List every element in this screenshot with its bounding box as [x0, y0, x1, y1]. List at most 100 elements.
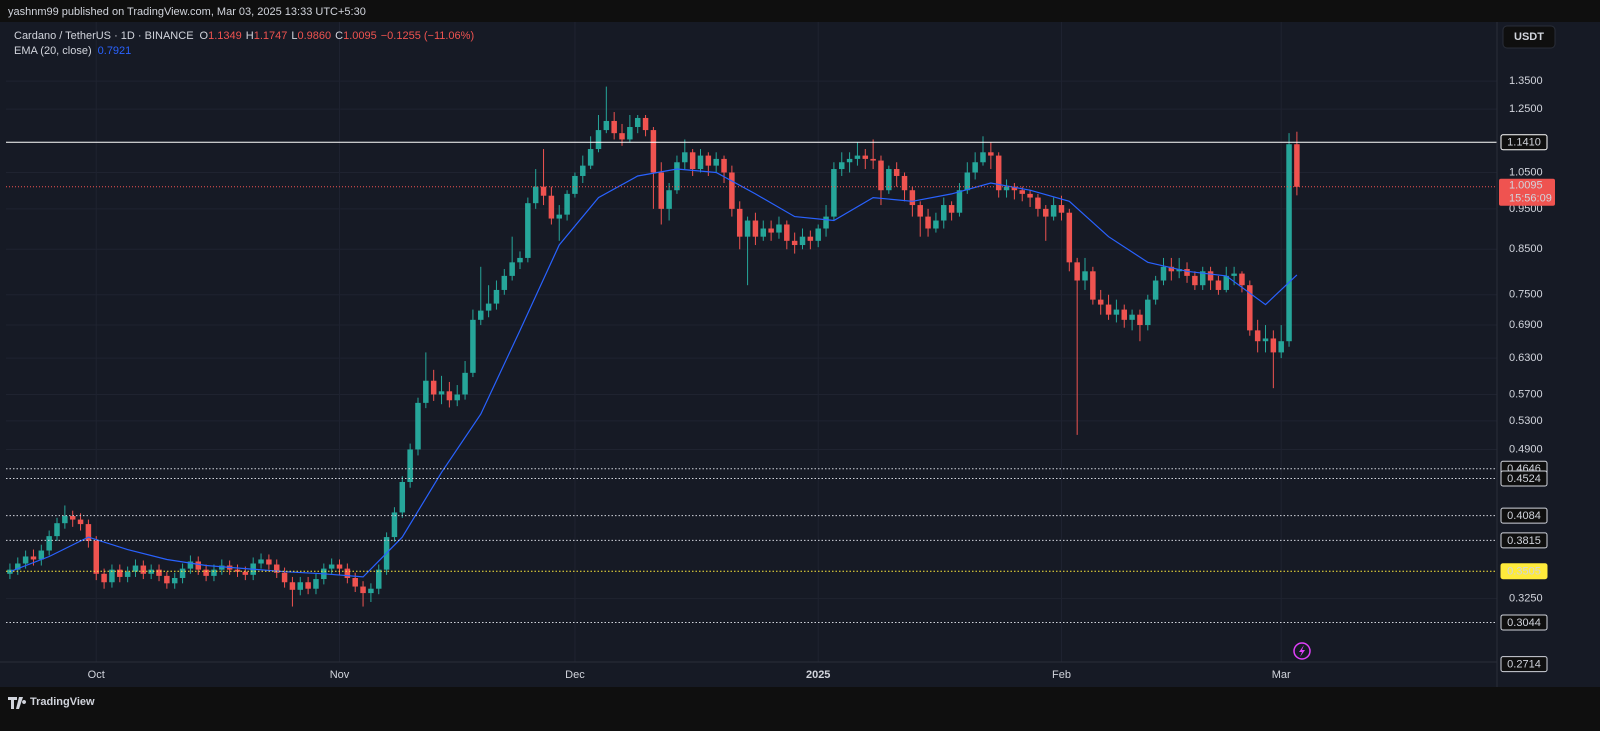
- candle-body: [697, 155, 704, 170]
- x-tick-label: Dec: [565, 669, 585, 681]
- candle-body: [54, 523, 60, 537]
- ohlc-value: 1.0095: [343, 30, 377, 42]
- candle-body: [140, 565, 147, 574]
- candle-body: [407, 449, 413, 483]
- last-price-box: [1499, 178, 1555, 206]
- y-tick-label: 0.8500: [1509, 243, 1543, 255]
- candle-body: [38, 550, 45, 560]
- x-tick-label: 2025: [806, 669, 830, 681]
- candle-body: [603, 120, 610, 131]
- candle-body: [171, 577, 178, 584]
- ohlc-key: C: [335, 30, 343, 42]
- level-label: 0.3044: [1507, 617, 1541, 629]
- x-tick-label: Nov: [330, 669, 350, 681]
- candle-body: [132, 565, 139, 572]
- candle-body: [242, 571, 249, 575]
- symbol: Cardano / TetherUS · 1D · BINANCE: [14, 30, 194, 42]
- candle-body: [1270, 338, 1277, 353]
- candle-body: [540, 186, 547, 196]
- candle-body: [1043, 208, 1049, 217]
- candle-body: [305, 582, 311, 589]
- candle-body: [164, 575, 170, 584]
- candle-body: [30, 556, 37, 560]
- candle-body: [980, 152, 986, 163]
- candle-body: [117, 569, 123, 577]
- candle-body: [352, 577, 358, 587]
- candle-body: [564, 193, 570, 215]
- candle-body: [485, 303, 492, 311]
- candle-body: [423, 380, 429, 403]
- candle-body: [917, 205, 923, 217]
- candle-body: [666, 190, 672, 209]
- candle-body: [69, 515, 76, 520]
- candle-body: [846, 158, 853, 163]
- candle-body: [689, 152, 696, 170]
- candle-body: [219, 565, 225, 570]
- candle-body: [328, 564, 335, 569]
- candle-body: [124, 571, 131, 577]
- candle-body: [1082, 271, 1088, 281]
- candle-body: [791, 240, 798, 246]
- level-label-box: [1500, 563, 1548, 580]
- candle-body: [156, 569, 162, 576]
- candle-body: [446, 391, 453, 401]
- candle-body: [258, 559, 264, 564]
- level-label: 0.4524: [1507, 473, 1541, 485]
- x-tick-label: Mar: [1272, 669, 1291, 681]
- candle-body: [1137, 314, 1143, 326]
- candle-body: [1090, 271, 1096, 300]
- candle-body: [462, 372, 468, 395]
- candle-body: [1215, 280, 1222, 290]
- ohlc-value: 1.1747: [254, 30, 288, 42]
- candle-body: [674, 162, 680, 191]
- candle-body: [784, 224, 790, 241]
- ema-name: EMA (20, close): [14, 45, 92, 57]
- candle-body: [721, 158, 727, 173]
- ema-line: [9, 168, 1298, 578]
- x-tick-label: Oct: [88, 669, 105, 681]
- candle-body: [886, 169, 892, 191]
- change: −0.1255 (−11.06%): [381, 30, 474, 42]
- candle-body: [744, 220, 751, 237]
- candle-body: [391, 512, 398, 538]
- last-price-label: 1.0095: [1509, 180, 1543, 192]
- currency-label[interactable]: USDT: [1514, 31, 1544, 43]
- candle-body: [854, 155, 861, 159]
- candle-body: [823, 216, 829, 229]
- candle-body: [336, 564, 343, 569]
- y-tick-label: 1.3500: [1509, 75, 1543, 87]
- currency-button[interactable]: [1502, 25, 1556, 49]
- candle-body: [1050, 205, 1057, 217]
- candle-body: [430, 380, 437, 395]
- level-label: 0.3505: [1507, 566, 1541, 578]
- y-tick-label: 0.6900: [1509, 319, 1543, 331]
- candle-body: [415, 402, 421, 450]
- candle-body: [893, 169, 900, 176]
- candle-body: [901, 175, 908, 191]
- candle-body: [1199, 271, 1206, 286]
- candle-body: [1278, 341, 1284, 353]
- candle-body: [273, 564, 280, 573]
- publisher-line: yashnm99 published on TradingView.com, M…: [8, 6, 366, 18]
- candle-body: [1011, 186, 1018, 191]
- candle-body: [1176, 269, 1182, 272]
- candle-body: [501, 275, 508, 290]
- candle-body: [532, 186, 539, 204]
- candle-body: [933, 220, 939, 229]
- y-tick-label: 0.3250: [1509, 593, 1543, 605]
- candle-body: [556, 214, 562, 219]
- ema-value: 0.7921: [98, 45, 132, 57]
- candle-body: [109, 569, 115, 583]
- candle-body: [1097, 299, 1104, 305]
- legend-ema-line: EMA (20, close) 0.7921: [14, 45, 131, 57]
- brand-logo: [8, 697, 27, 709]
- lightning-icon: [1293, 642, 1311, 660]
- candle-body: [85, 524, 92, 541]
- candle-body: [1027, 193, 1033, 198]
- candle-body: [454, 394, 460, 401]
- candle-body: [1223, 275, 1230, 290]
- candle-body: [1035, 197, 1041, 209]
- candle-body: [101, 573, 107, 583]
- candle-body: [297, 582, 304, 590]
